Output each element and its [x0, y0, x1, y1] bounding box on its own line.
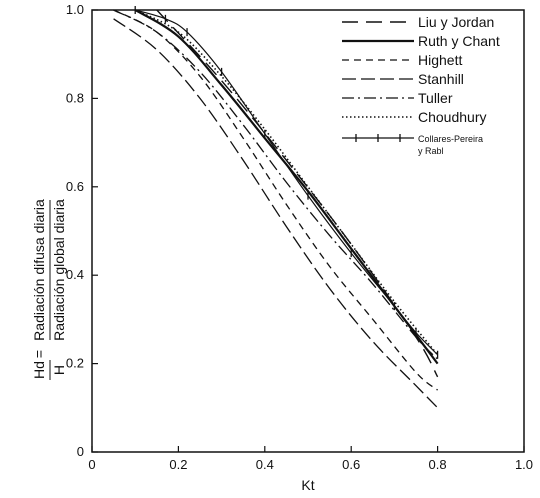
series-line-ruth-y-chant — [134, 9, 439, 365]
y-tick-label: 0.6 — [66, 179, 84, 194]
legend-label-ruth-y-chant: Ruth y Chant — [418, 33, 500, 49]
legend-label-choudhury: Choudhury — [418, 109, 487, 125]
x-tick-label: 0.8 — [429, 457, 447, 472]
series-layer — [113, 6, 439, 409]
y-label-h: H — [51, 365, 67, 375]
y-axis-label: Hd = H Radiación difusa diaria Radiación… — [31, 199, 67, 380]
legend-label-collares-pereira-y-rabl: Collares-Pereira y Rabl — [418, 134, 483, 156]
legend-label-highett: Highett — [418, 52, 462, 68]
ticks: 0 0.2 0.4 0.6 0.8 1.0 0 0.2 0.4 0.6 0.8 1.0 — [66, 2, 533, 472]
x-tick-label: 0.2 — [169, 457, 187, 472]
series-line-tuller — [113, 9, 439, 360]
y-tick-label: 1.0 — [66, 2, 84, 17]
x-tick-label: 0.6 — [342, 457, 360, 472]
legend-label-tuller: Tuller — [418, 90, 453, 106]
x-tick-label: 1.0 — [515, 457, 533, 472]
plot-frame — [91, 9, 525, 453]
y-tick-label: 0.4 — [66, 267, 84, 282]
y-tick-label: 0.2 — [66, 356, 84, 371]
legend: Liu y Jordan Ruth y Chant Highett Stanhill T… — [342, 14, 500, 156]
series-line-liu-y-jordan — [156, 9, 439, 378]
series-line-stanhill — [113, 18, 439, 409]
y-tick-label: 0.8 — [66, 90, 84, 105]
y-label-eq: = — [31, 350, 47, 358]
legend-label-stanhill: Stanhill — [418, 71, 464, 87]
y-label-fraction-top: Radiación difusa diaria — [31, 199, 47, 341]
series-line-collares-pereira-y-rabl — [135, 9, 439, 356]
x-tick-label: 0.4 — [256, 457, 274, 472]
legend-label-liu-y-jordan: Liu y Jordan — [418, 14, 494, 30]
series-line-highett — [113, 9, 439, 391]
x-axis-label: Kt — [301, 477, 314, 493]
y-label-hd: Hd — [31, 361, 47, 379]
y-tick-label: 0 — [77, 444, 84, 459]
y-label-fraction-bottom: Radiación global diaria — [51, 199, 67, 341]
x-tick-label: 0 — [88, 457, 95, 472]
